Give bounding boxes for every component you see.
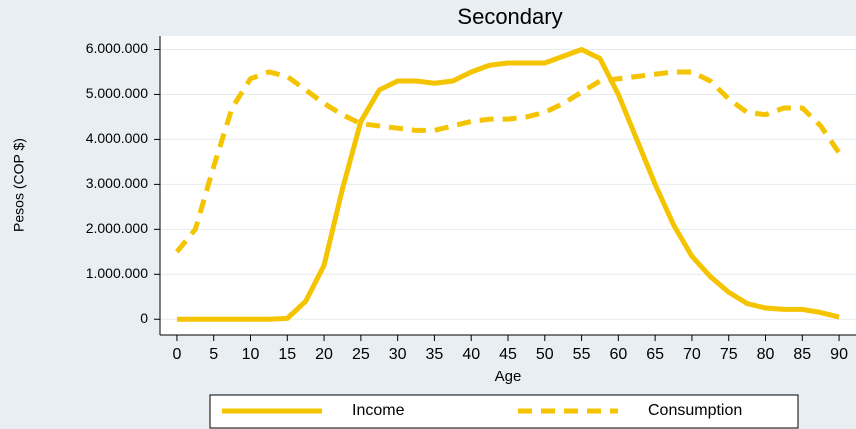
x-tick-label: 5 [209,346,218,363]
x-tick-label: 35 [426,346,444,363]
y-tick-label: 0 [140,310,148,326]
plot-area [160,36,856,335]
x-tick-label: 75 [720,346,738,363]
x-tick-label: 60 [609,346,627,363]
x-tick-label: 25 [352,346,370,363]
x-tick-label: 45 [499,346,517,363]
x-tick-label: 15 [278,346,296,363]
y-tick-label: 5.000.000 [86,85,148,101]
x-axis-label: Age [495,368,522,385]
x-tick-label: 40 [462,346,480,363]
x-tick-label: 10 [242,346,260,363]
series-line [176,46,840,322]
y-tick-label: 4.000.000 [86,130,148,146]
x-tick-label: 50 [536,346,554,363]
chart-title: Secondary [457,4,562,29]
x-tick-label: 30 [389,346,407,363]
y-axis-label: Pesos (COP $) [11,138,27,232]
x-tick-label: 0 [172,346,181,363]
series-line [174,69,842,254]
y-tick-label: 6.000.000 [86,40,148,56]
y-tick-label: 1.000.000 [86,265,148,281]
x-tick-label: 90 [830,346,848,363]
legend-label: Income [352,402,405,419]
x-tick-label: 20 [315,346,333,363]
x-tick-label: 70 [683,346,701,363]
y-tick-label: 2.000.000 [86,220,148,236]
x-tick-label: 80 [757,346,775,363]
y-tick-label: 3.000.000 [86,175,148,191]
x-tick-label: 85 [793,346,811,363]
legend-label: Consumption [648,402,742,419]
x-tick-label: 65 [646,346,664,363]
x-tick-label: 55 [573,346,591,363]
